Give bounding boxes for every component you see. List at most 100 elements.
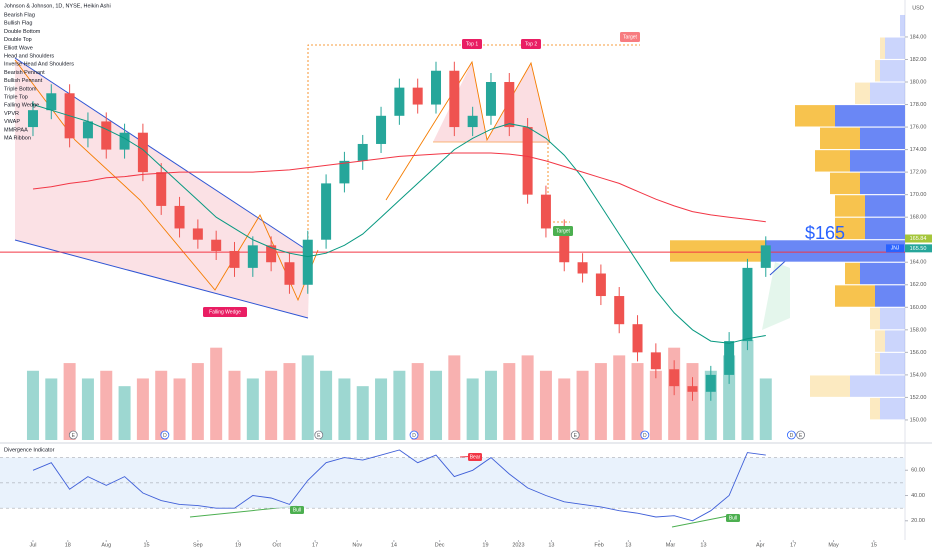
x-tick-label: Aug: [101, 542, 111, 548]
profile-sell: [830, 172, 860, 195]
event-icon: [570, 430, 580, 440]
x-tick-label: Feb: [594, 542, 603, 548]
candle-body: [742, 267, 753, 342]
volume-bar: [81, 378, 94, 440]
x-tick-label: Mar: [666, 542, 676, 548]
annotation-label: Target: [556, 228, 571, 234]
candle-body: [101, 121, 112, 150]
profile-sell: [875, 330, 885, 352]
y-tick-label: 174.00: [910, 147, 927, 153]
x-tick-label: 19: [482, 542, 488, 548]
profile-buy: [870, 82, 905, 104]
volume-bar: [26, 370, 39, 440]
event-icon: [68, 430, 78, 440]
profile-sell: [835, 195, 865, 217]
event-label: E: [574, 433, 578, 439]
volume-bar: [631, 363, 644, 440]
candle-body: [467, 115, 478, 128]
x-tick-label: Jul: [29, 542, 36, 548]
candle-body: [431, 70, 442, 105]
indicator-item: Bearish Flag: [4, 12, 35, 18]
volume-bar: [466, 378, 479, 440]
profile-buy: [880, 352, 905, 375]
signal-label: Bull: [293, 507, 301, 513]
candle-body: [485, 82, 496, 116]
event-icon: [640, 430, 650, 440]
profile-buy: [850, 375, 905, 397]
candle-body: [687, 386, 698, 392]
candle-body: [46, 93, 57, 111]
volume-bar: [448, 355, 461, 440]
candle-body: [632, 324, 643, 353]
profile-buy: [880, 60, 905, 82]
event-label: D: [790, 433, 794, 439]
candle-body: [119, 132, 130, 150]
signal-label: Bull: [729, 515, 737, 521]
candle-body: [339, 160, 350, 184]
profile-buy: [765, 240, 905, 262]
x-tick-label: 15: [143, 542, 149, 548]
profile-sell: [855, 82, 870, 104]
profile-buy: [860, 262, 905, 285]
volume-bar: [411, 363, 424, 440]
annotation-box: [620, 32, 640, 42]
zigzag-top: [385, 60, 551, 201]
candle-body: [724, 341, 735, 375]
x-tick-label: Apr: [756, 542, 765, 548]
y-tick-label: 168.00: [910, 215, 927, 221]
volume-bar: [649, 370, 662, 440]
double-top-fill: [433, 62, 550, 143]
profile-sell: [795, 105, 835, 127]
event-label: D: [412, 433, 416, 439]
zigzag: [14, 59, 319, 302]
x-tick-label: 17: [312, 542, 318, 548]
volume-bar: [320, 370, 333, 440]
candle-body: [449, 70, 460, 128]
indicator-item: Bullish Flag: [4, 21, 32, 27]
volume-bar: [723, 355, 736, 440]
volume-bar: [228, 370, 241, 440]
symbol-tag: [886, 244, 904, 253]
price-tag: [905, 234, 932, 243]
candle-body: [595, 273, 606, 297]
divergence-line: [671, 514, 734, 528]
volume-bar: [191, 363, 204, 440]
x-tick-label: 18: [65, 542, 71, 548]
y-tick-label: 182.00: [910, 57, 927, 63]
profile-sell: [835, 285, 875, 307]
x-tick-label: Oct: [272, 542, 281, 548]
signal-box: [290, 506, 304, 514]
indicator-item: Bearish Pennant: [4, 70, 45, 76]
y-tick-label: 156.00: [910, 350, 927, 356]
candle-body: [357, 143, 368, 161]
profile-sell: [815, 150, 850, 172]
annotation-label: Top 2: [525, 41, 537, 47]
x-tick-label: 19: [235, 542, 241, 548]
candle-body: [321, 183, 332, 240]
event-icon: [160, 430, 170, 440]
profile-buy: [835, 105, 905, 127]
candle-body: [266, 245, 277, 263]
candle-body: [211, 239, 222, 251]
annotation-box: [553, 226, 573, 236]
event-icon: [796, 430, 805, 440]
candle-body: [614, 296, 625, 325]
annotation-label: Target: [623, 34, 638, 40]
indicator-item: Triple Bottom: [4, 86, 37, 92]
candle-body: [504, 82, 515, 128]
x-tick-label: 13: [548, 542, 554, 548]
indicator-item: MA Ribbon: [4, 135, 31, 141]
indicator-item: Triple Top: [4, 94, 28, 100]
volume-bar: [45, 378, 58, 440]
profile-buy: [875, 285, 905, 307]
candle-body: [760, 245, 771, 268]
candle-body: [247, 245, 258, 268]
indicator-item: Double Bottom: [4, 29, 41, 35]
candle-body: [27, 110, 38, 128]
x-tick-label: Sep: [193, 542, 203, 548]
profile-buy: [865, 217, 905, 240]
symbol-label: JNJ: [891, 246, 900, 252]
price-tag: [905, 244, 932, 253]
y-tick-label: 178.00: [910, 102, 927, 108]
